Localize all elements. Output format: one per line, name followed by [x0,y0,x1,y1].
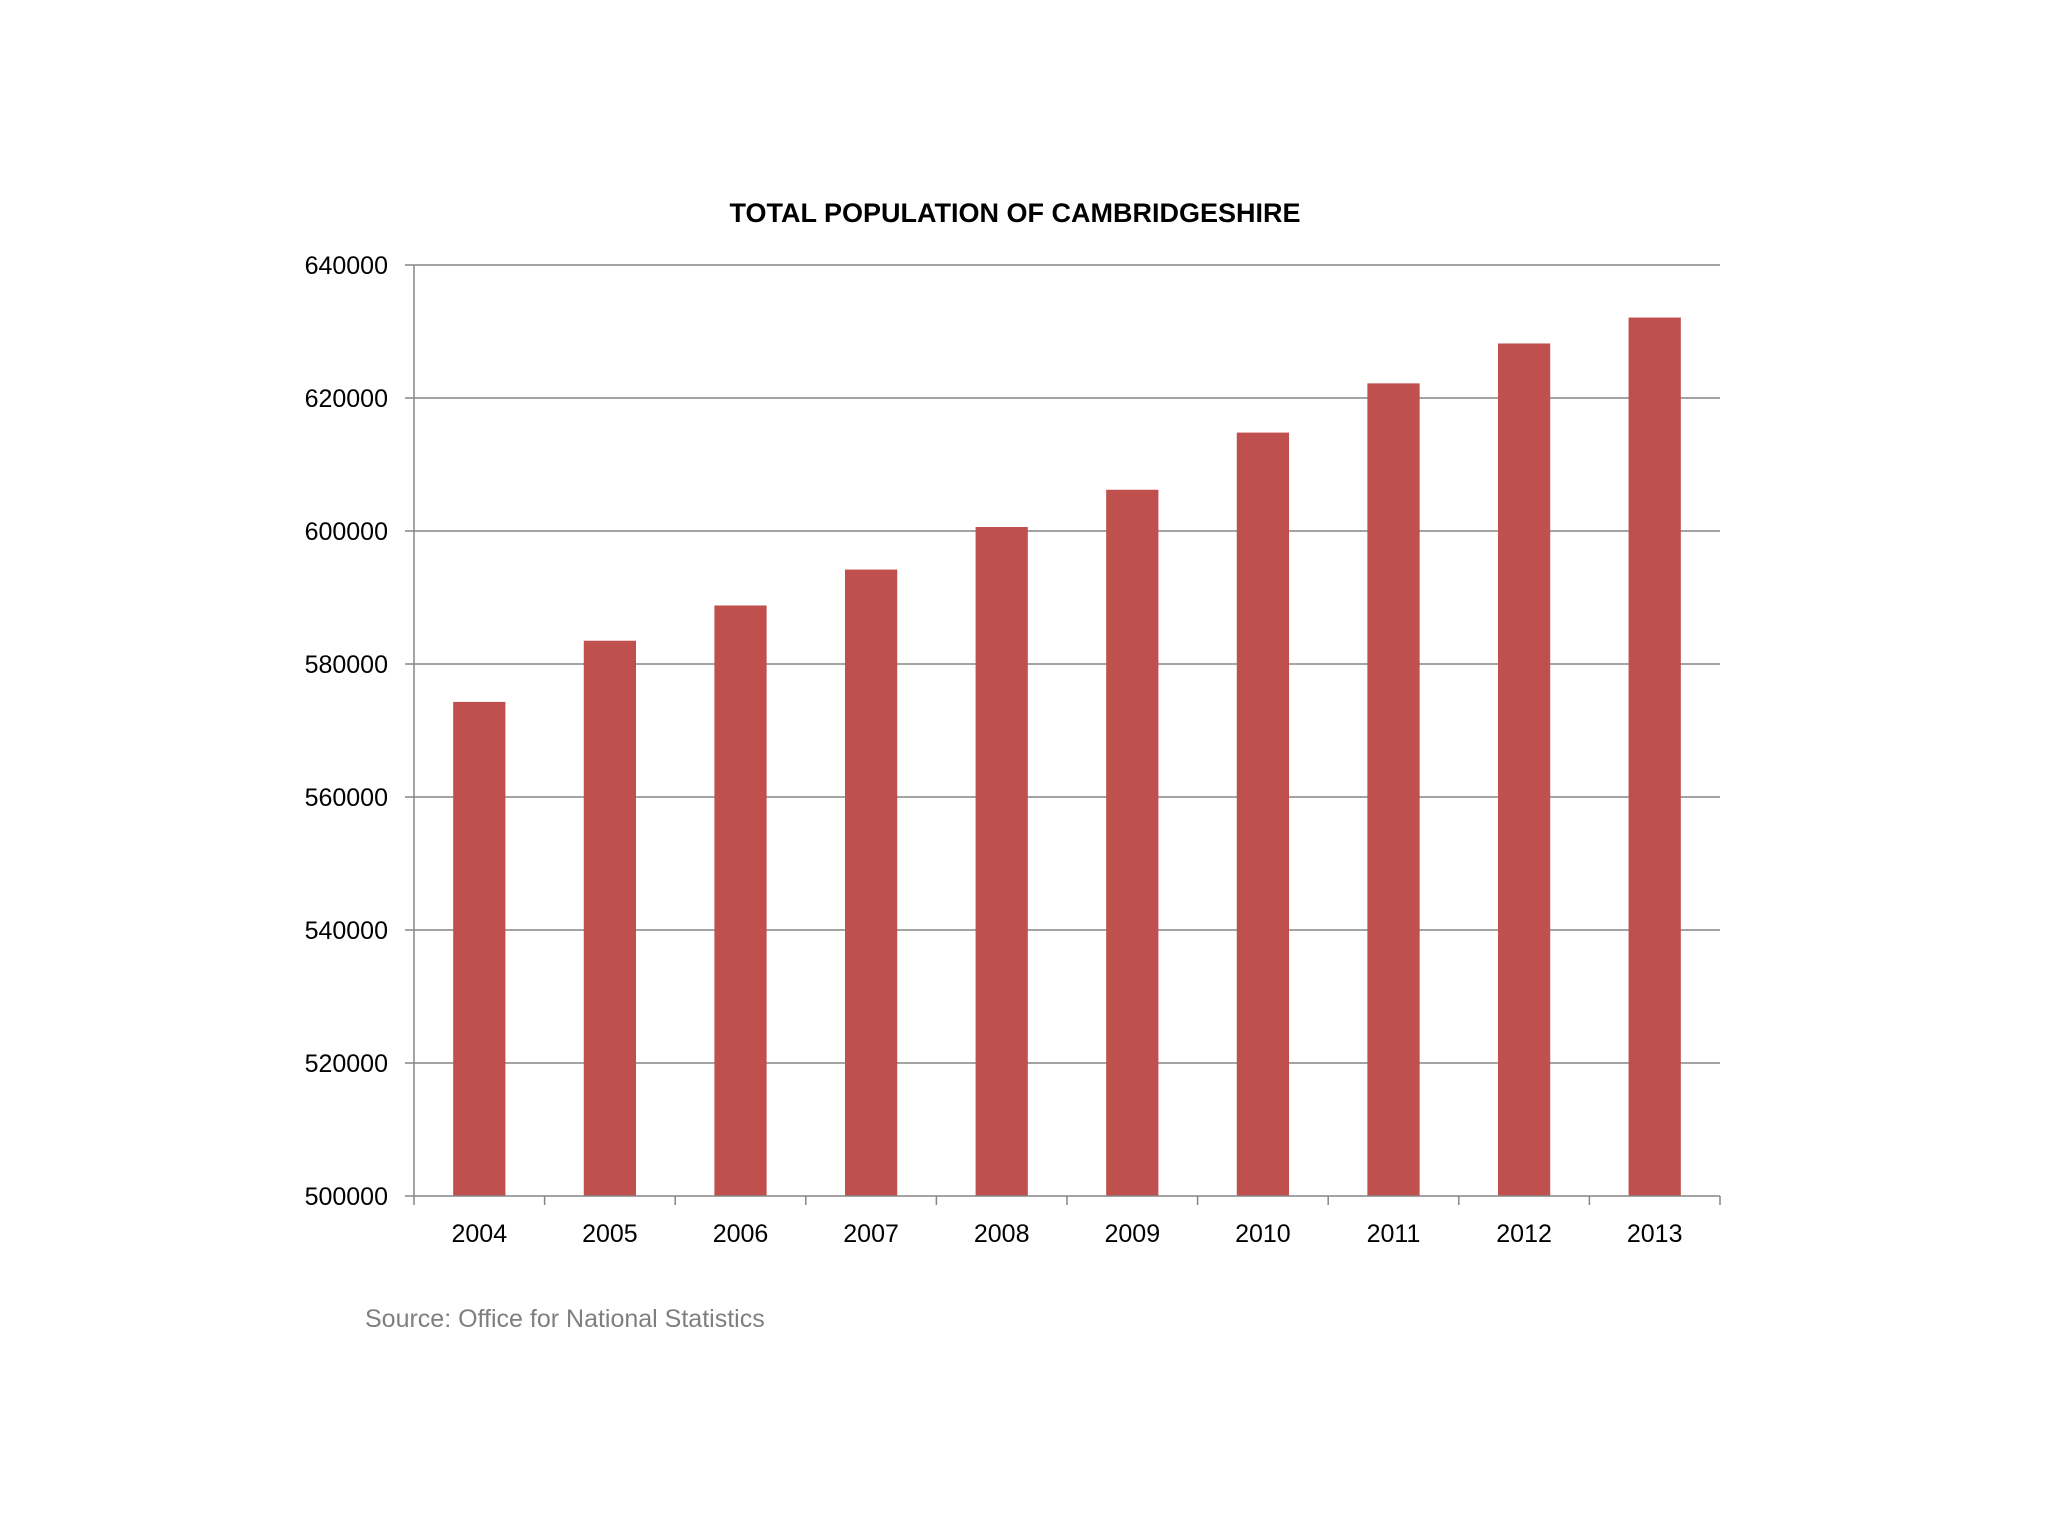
bar-2013 [1628,317,1681,1196]
y-tick-label: 540000 [305,917,388,945]
bar-2004 [453,701,506,1196]
bar-2012 [1497,343,1551,1197]
y-tick-label: 620000 [305,385,388,413]
source-note: Source: Office for National Statistics [365,1305,765,1333]
x-tick-label: 2005 [582,1220,638,1248]
x-tick-label: 2004 [451,1220,507,1248]
x-tick-label: 2007 [843,1220,899,1248]
chart-title: TOTAL POPULATION OF CAMBRIDGESHIRE [729,198,1300,228]
x-tick-label: 2010 [1235,1220,1291,1248]
bar-2005 [583,640,637,1196]
y-tick-label: 600000 [305,518,388,546]
x-axis-tick-labels: 2004 2005 2006 2007 2008 2009 2010 2011 2012 2013 [451,1220,1682,1248]
bar-2008 [975,527,1028,1196]
x-tick-label: 2008 [974,1220,1030,1248]
y-tick-label: 560000 [305,784,388,812]
bar-2011 [1367,383,1420,1196]
x-tick-label: 2009 [1104,1220,1160,1248]
bar-2007 [844,569,898,1196]
y-tick-label: 520000 [305,1050,388,1078]
y-tick-label: 580000 [305,651,388,679]
x-tick-label: 2012 [1496,1220,1552,1248]
x-tick-label: 2013 [1627,1220,1683,1248]
x-tick-label: 2011 [1367,1220,1421,1248]
axes [405,264,1721,1205]
y-tick-label: 640000 [305,252,388,280]
x-tick-label: 2006 [713,1220,769,1248]
bar-2006 [714,605,767,1196]
bar-2009 [1106,489,1159,1196]
y-tick-label: 500000 [305,1183,388,1211]
y-axis-tick-labels: 500000 520000 540000 560000 580000 600000 6200… [305,252,388,1211]
bars [453,317,1681,1197]
bar-2010 [1236,432,1290,1197]
